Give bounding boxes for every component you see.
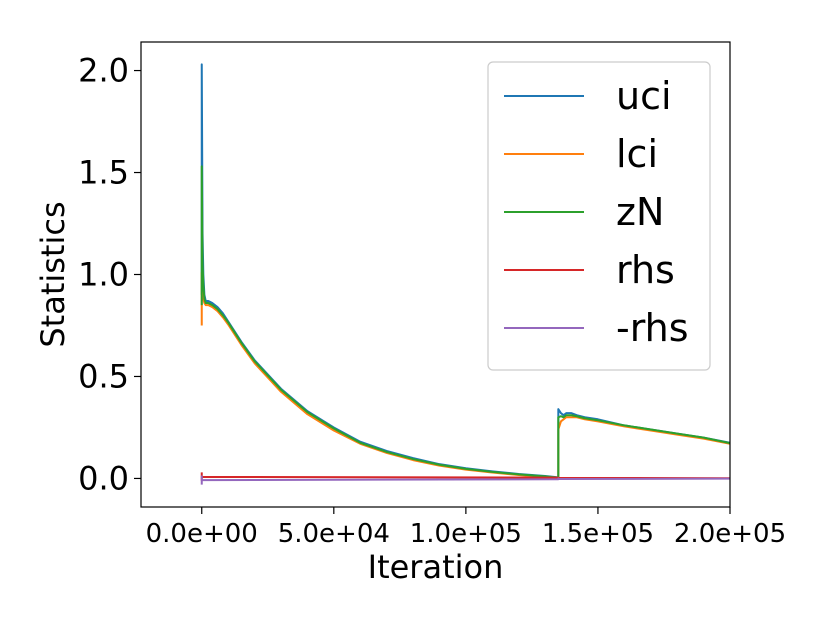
legend-box <box>487 61 711 371</box>
legend-label: lci <box>616 132 658 176</box>
series-lines <box>200 63 730 485</box>
legend: uci lci zN rhs -rhs <box>487 61 711 371</box>
series-line-zN <box>200 165 730 479</box>
y-tick-label: 0.0 <box>78 459 129 497</box>
x-tick-label: 1.5e+05 <box>542 519 654 549</box>
y-axis-ticks: 0.0 0.5 1.0 1.5 2.0 <box>78 52 141 497</box>
y-axis-label: Statistics <box>34 201 72 347</box>
y-tick-label: 2.0 <box>78 52 129 90</box>
x-axis-label: Iteration <box>368 548 504 586</box>
x-tick-label: 0.0e+00 <box>146 519 258 549</box>
y-tick-label: 0.5 <box>78 357 129 395</box>
series-line-rhs-neg <box>200 475 730 485</box>
legend-label: zN <box>616 190 664 234</box>
y-tick-label: 1.5 <box>78 154 129 192</box>
legend-label: rhs <box>616 248 675 292</box>
x-tick-label: 1.0e+05 <box>410 519 522 549</box>
x-tick-label: 2.0e+05 <box>674 519 786 549</box>
legend-label: -rhs <box>616 306 689 350</box>
x-axis-ticks: 0.0e+00 5.0e+04 1.0e+05 1.5e+05 2.0e+05 <box>146 507 786 549</box>
legend-label: uci <box>616 74 672 118</box>
y-tick-label: 1.0 <box>78 256 129 294</box>
x-tick-label: 5.0e+04 <box>278 519 390 549</box>
